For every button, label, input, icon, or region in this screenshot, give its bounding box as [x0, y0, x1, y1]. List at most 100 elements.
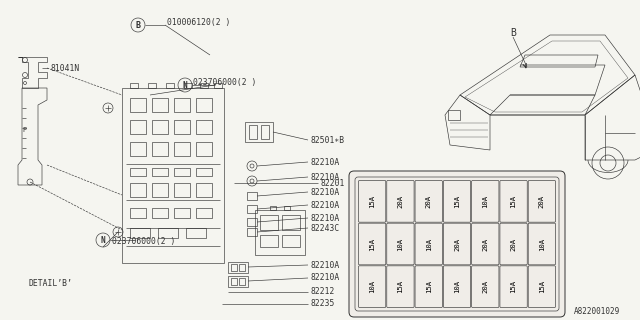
Bar [130, 120, 146, 134]
Bar [186, 228, 206, 238]
Text: 010006120(2 ): 010006120(2 ) [167, 18, 230, 27]
Text: 15A: 15A [454, 195, 460, 208]
FancyBboxPatch shape [500, 266, 527, 308]
Text: 15A: 15A [511, 195, 516, 208]
Text: 20A: 20A [397, 195, 403, 208]
FancyBboxPatch shape [355, 177, 559, 311]
FancyBboxPatch shape [349, 171, 565, 317]
Bar [247, 218, 257, 226]
Text: 10A: 10A [369, 280, 375, 293]
Text: P: P [22, 127, 26, 133]
Text: 82210A: 82210A [310, 157, 339, 166]
Text: 15A: 15A [426, 280, 432, 293]
Bar [196, 183, 212, 197]
FancyBboxPatch shape [444, 180, 470, 222]
Text: 023706000(2 ): 023706000(2 ) [193, 77, 257, 86]
Text: 82235: 82235 [310, 300, 334, 308]
Bar [184, 83, 192, 88]
Bar [196, 168, 212, 176]
Text: 82210A: 82210A [310, 188, 339, 196]
FancyBboxPatch shape [387, 180, 414, 222]
Bar [239, 264, 245, 271]
FancyBboxPatch shape [528, 180, 556, 222]
FancyBboxPatch shape [528, 266, 556, 308]
FancyBboxPatch shape [472, 180, 499, 222]
FancyBboxPatch shape [415, 180, 442, 222]
Text: 20A: 20A [483, 280, 488, 293]
Bar [284, 206, 290, 210]
FancyBboxPatch shape [500, 180, 527, 222]
FancyBboxPatch shape [358, 223, 386, 265]
Bar [166, 83, 174, 88]
Bar [448, 110, 460, 120]
Text: 82210A: 82210A [310, 201, 339, 210]
FancyBboxPatch shape [387, 266, 414, 308]
Text: 15A: 15A [539, 280, 545, 293]
FancyBboxPatch shape [472, 266, 499, 308]
Bar [228, 276, 248, 287]
Bar [228, 262, 248, 273]
Text: 10A: 10A [483, 195, 488, 208]
Bar [152, 120, 168, 134]
Bar [255, 210, 305, 255]
Bar [247, 205, 257, 213]
Text: 10A: 10A [397, 237, 403, 251]
Bar [231, 264, 237, 271]
Text: 82201: 82201 [320, 179, 344, 188]
Bar [282, 235, 300, 247]
Bar [196, 208, 212, 218]
Text: 10A: 10A [426, 237, 432, 251]
Text: N: N [100, 236, 106, 244]
Text: B: B [510, 28, 516, 38]
Text: 82210A: 82210A [310, 260, 339, 269]
Text: 15A: 15A [369, 195, 375, 208]
Bar [247, 192, 257, 200]
Bar [245, 122, 273, 142]
Bar [196, 98, 212, 112]
Bar [261, 125, 269, 139]
Text: B: B [136, 20, 141, 29]
Text: 15A: 15A [397, 280, 403, 293]
Text: 82501∗B: 82501∗B [310, 135, 344, 145]
Text: 82210A: 82210A [310, 172, 339, 181]
Bar [130, 208, 146, 218]
Bar [239, 278, 245, 285]
FancyBboxPatch shape [415, 223, 442, 265]
Text: 82243C: 82243C [310, 223, 339, 233]
Bar [148, 83, 156, 88]
FancyBboxPatch shape [472, 223, 499, 265]
Bar [231, 278, 237, 285]
Bar [130, 98, 146, 112]
Bar [174, 142, 190, 156]
Bar [152, 208, 168, 218]
Text: 20A: 20A [511, 237, 516, 251]
FancyBboxPatch shape [415, 266, 442, 308]
Bar [200, 83, 208, 88]
Text: 10A: 10A [539, 237, 545, 251]
Text: 20A: 20A [426, 195, 432, 208]
Bar [130, 183, 146, 197]
Bar [174, 208, 190, 218]
FancyBboxPatch shape [358, 266, 386, 308]
Text: DETAIL’B’: DETAIL’B’ [28, 279, 72, 289]
Bar [152, 183, 168, 197]
Text: 82210A: 82210A [310, 213, 339, 222]
Text: 15A: 15A [511, 280, 516, 293]
Bar [130, 83, 138, 88]
Text: 023706000(2 ): 023706000(2 ) [112, 236, 175, 245]
Bar [130, 228, 150, 238]
Text: N: N [182, 81, 188, 90]
Bar [152, 168, 168, 176]
Bar [249, 125, 257, 139]
Bar [282, 215, 300, 230]
FancyBboxPatch shape [500, 223, 527, 265]
Bar [130, 142, 146, 156]
FancyBboxPatch shape [528, 223, 556, 265]
Text: 15A: 15A [369, 237, 375, 251]
FancyBboxPatch shape [387, 223, 414, 265]
Bar [196, 142, 212, 156]
Bar [247, 228, 257, 236]
Bar [152, 98, 168, 112]
Text: 82212: 82212 [310, 287, 334, 297]
Text: 20A: 20A [454, 237, 460, 251]
